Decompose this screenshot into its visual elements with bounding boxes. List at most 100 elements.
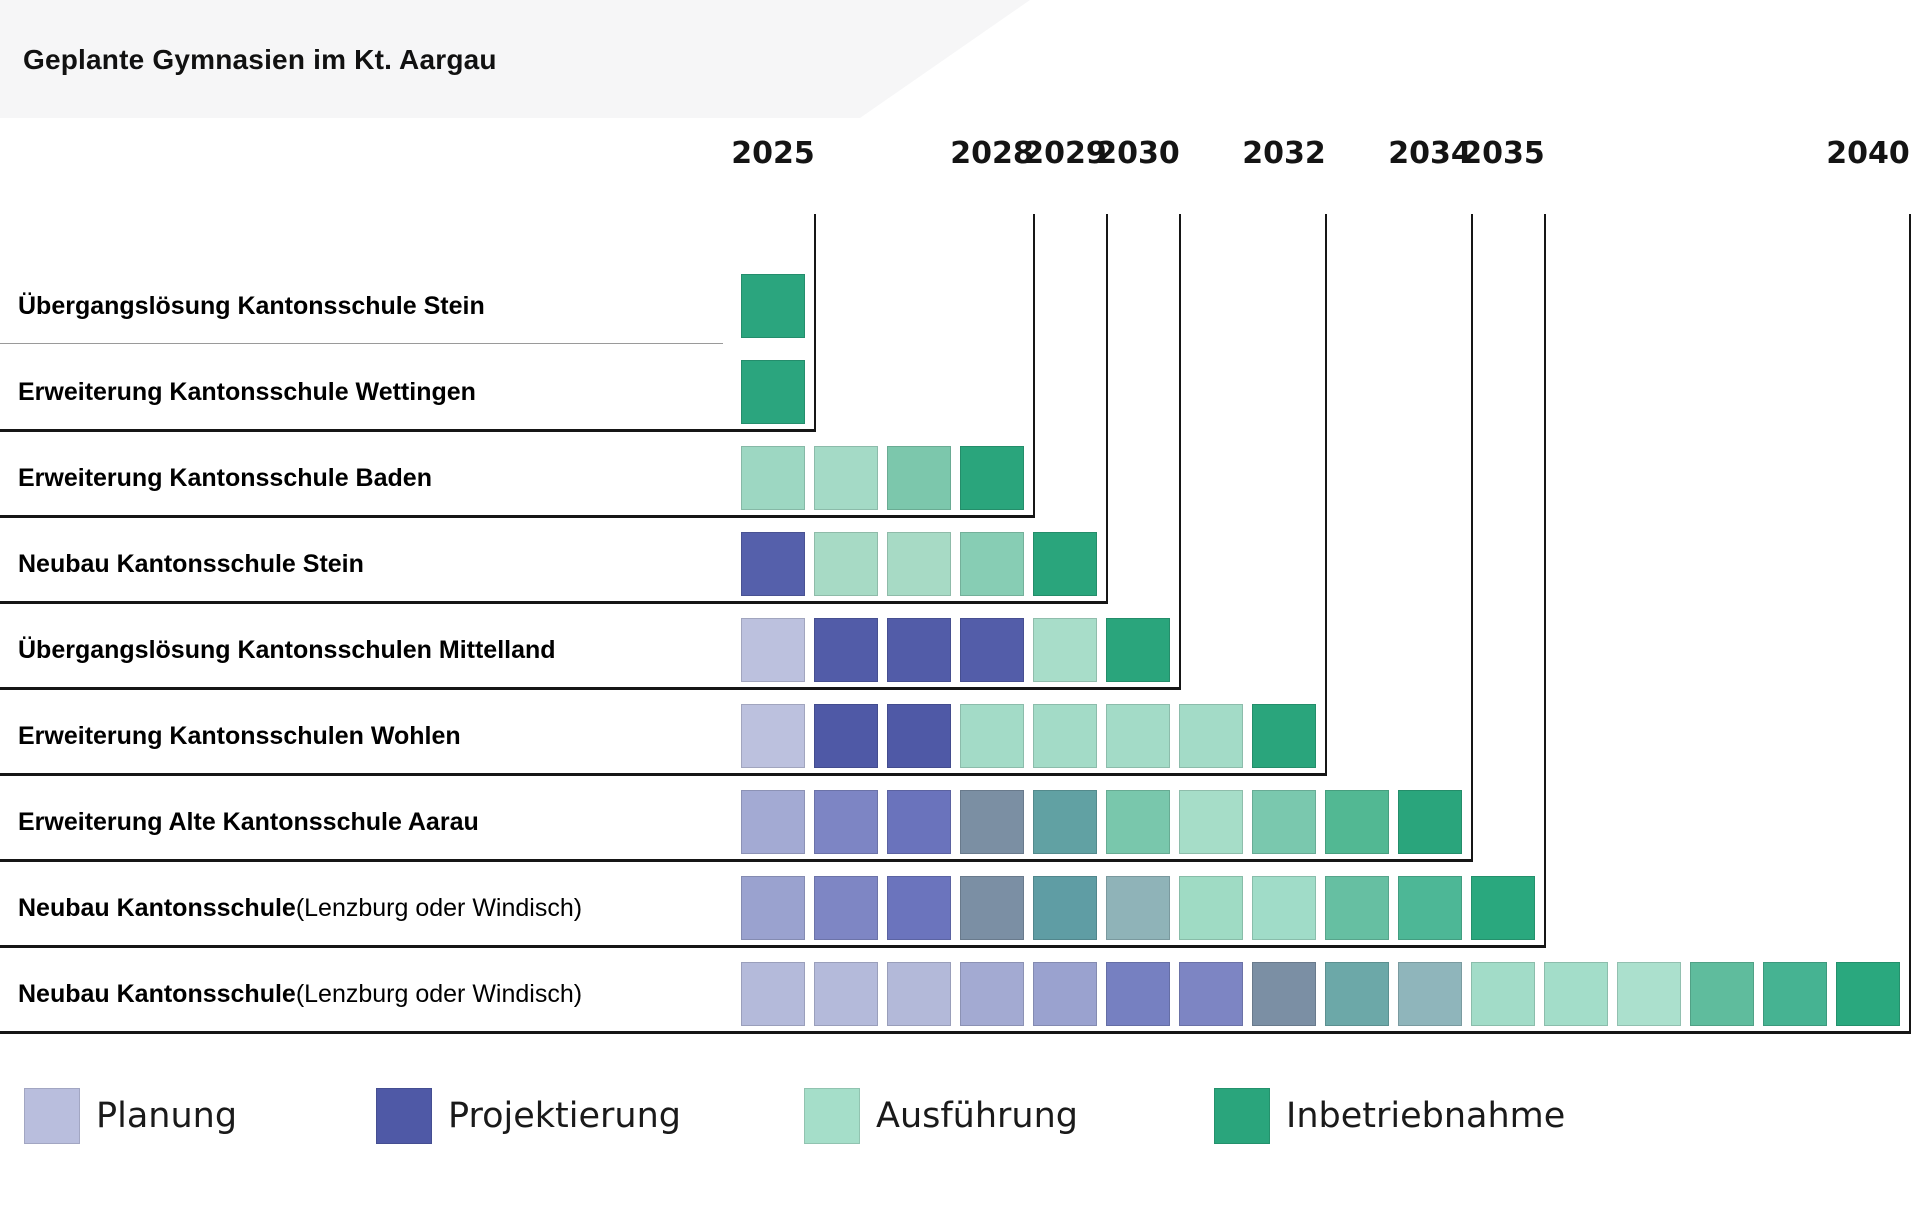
gantt-cell	[1471, 962, 1535, 1026]
gantt-cell	[1325, 876, 1389, 940]
gantt-cell	[960, 532, 1024, 596]
project-label: Erweiterung Kantonsschule Wettingen	[18, 360, 476, 424]
gantt-cell	[960, 446, 1024, 510]
gantt-cell	[1252, 704, 1316, 768]
project-label-normal: (Lenzburg oder Windisch)	[295, 893, 583, 922]
year-drop-line	[1325, 214, 1327, 776]
row-separator-line	[0, 343, 723, 344]
project-label: Neubau Kantonsschule (Lenzburg oder Wind…	[18, 876, 582, 940]
gantt-cell	[887, 532, 951, 596]
gantt-cell	[741, 446, 805, 510]
gantt-cell	[1179, 704, 1243, 768]
year-drop-line	[1471, 214, 1473, 862]
row-separator-line	[0, 1031, 1911, 1034]
gantt-cell	[814, 876, 878, 940]
year-tick-label: 2025	[731, 136, 815, 171]
project-label-bold: Erweiterung Kantonsschule Baden	[18, 463, 432, 492]
gantt-cell	[960, 790, 1024, 854]
row-separator-line	[0, 515, 1035, 518]
legend-label: Projektierung	[448, 1096, 682, 1136]
year-tick-label: 2032	[1242, 136, 1326, 171]
gantt-cell	[741, 962, 805, 1026]
gantt-cell	[814, 618, 878, 682]
legend-swatch	[24, 1088, 80, 1144]
gantt-cell	[741, 790, 805, 854]
project-label: Neubau Kantonsschule Stein	[18, 532, 364, 596]
gantt-cell	[814, 532, 878, 596]
gantt-cell	[1763, 962, 1827, 1026]
gantt-cell	[887, 876, 951, 940]
gantt-cell	[1033, 790, 1097, 854]
gantt-cell	[814, 962, 878, 1026]
gantt-cell	[887, 790, 951, 854]
gantt-cell	[1544, 962, 1608, 1026]
project-label-bold: Erweiterung Kantonsschule Wettingen	[18, 377, 476, 406]
row-separator-line	[0, 687, 1181, 690]
gantt-cell	[1179, 876, 1243, 940]
gantt-cell	[1398, 962, 1462, 1026]
year-drop-line	[1033, 214, 1035, 518]
gantt-cell	[741, 532, 805, 596]
project-label-bold: Neubau Kantonsschule	[18, 893, 296, 922]
project-label: Übergangslösung Kantonsschule Stein	[18, 274, 485, 338]
gantt-cell	[1033, 704, 1097, 768]
row-separator-line	[0, 859, 1473, 862]
gantt-cell	[1471, 876, 1535, 940]
legend-swatch	[376, 1088, 432, 1144]
gantt-cell	[1033, 532, 1097, 596]
gantt-cell	[887, 704, 951, 768]
header-band	[0, 0, 1030, 118]
gantt-cell	[741, 618, 805, 682]
row-separator-line	[0, 773, 1327, 776]
gantt-cell	[1325, 962, 1389, 1026]
project-label-bold: Erweiterung Alte Kantonsschule Aarau	[18, 807, 479, 836]
project-label: Neubau Kantonsschule (Lenzburg oder Wind…	[18, 962, 582, 1026]
gantt-cell	[1033, 876, 1097, 940]
gantt-cell	[1106, 704, 1170, 768]
project-label: Erweiterung Kantonsschulen Wohlen	[18, 704, 461, 768]
year-drop-line	[814, 214, 816, 432]
year-tick-label: 2028	[950, 136, 1034, 171]
gantt-cell	[1033, 962, 1097, 1026]
year-drop-line	[1106, 214, 1108, 604]
year-tick-label: 2034	[1388, 136, 1472, 171]
gantt-cell	[1033, 618, 1097, 682]
gantt-cell	[1617, 962, 1681, 1026]
legend-swatch	[1214, 1088, 1270, 1144]
year-drop-line	[1544, 214, 1546, 948]
year-drop-line	[1909, 214, 1911, 1034]
project-label-bold: Erweiterung Kantonsschulen Wohlen	[18, 721, 461, 750]
project-label-bold: Neubau Kantonsschule	[18, 979, 296, 1008]
gantt-cell	[1106, 618, 1170, 682]
gantt-cell	[1836, 962, 1900, 1026]
row-separator-line	[0, 601, 1108, 604]
gantt-cell	[814, 446, 878, 510]
gantt-cell	[741, 876, 805, 940]
gantt-cell	[1398, 790, 1462, 854]
project-label-bold: Übergangslösung Kantonsschulen Mittellan…	[18, 635, 556, 664]
project-label-bold: Übergangslösung Kantonsschule Stein	[18, 291, 485, 320]
gantt-cell	[1106, 876, 1170, 940]
project-label-bold: Neubau Kantonsschule Stein	[18, 549, 364, 578]
project-label: Übergangslösung Kantonsschulen Mittellan…	[18, 618, 556, 682]
gantt-cell	[960, 618, 1024, 682]
gantt-cell	[1252, 962, 1316, 1026]
gantt-cell	[887, 446, 951, 510]
gantt-cell	[1398, 876, 1462, 940]
gantt-cell	[814, 704, 878, 768]
row-separator-line	[0, 429, 816, 432]
gantt-cell	[960, 876, 1024, 940]
gantt-cell	[960, 962, 1024, 1026]
project-label: Erweiterung Kantonsschule Baden	[18, 446, 432, 510]
gantt-cell	[1106, 962, 1170, 1026]
gantt-cell	[741, 360, 805, 424]
project-label: Erweiterung Alte Kantonsschule Aarau	[18, 790, 479, 854]
legend-label: Inbetriebnahme	[1286, 1096, 1566, 1136]
gantt-cell	[1179, 790, 1243, 854]
gantt-cell	[887, 618, 951, 682]
year-tick-label: 2030	[1096, 136, 1180, 171]
gantt-cell	[1325, 790, 1389, 854]
gantt-cell	[960, 704, 1024, 768]
gantt-cell	[1106, 790, 1170, 854]
